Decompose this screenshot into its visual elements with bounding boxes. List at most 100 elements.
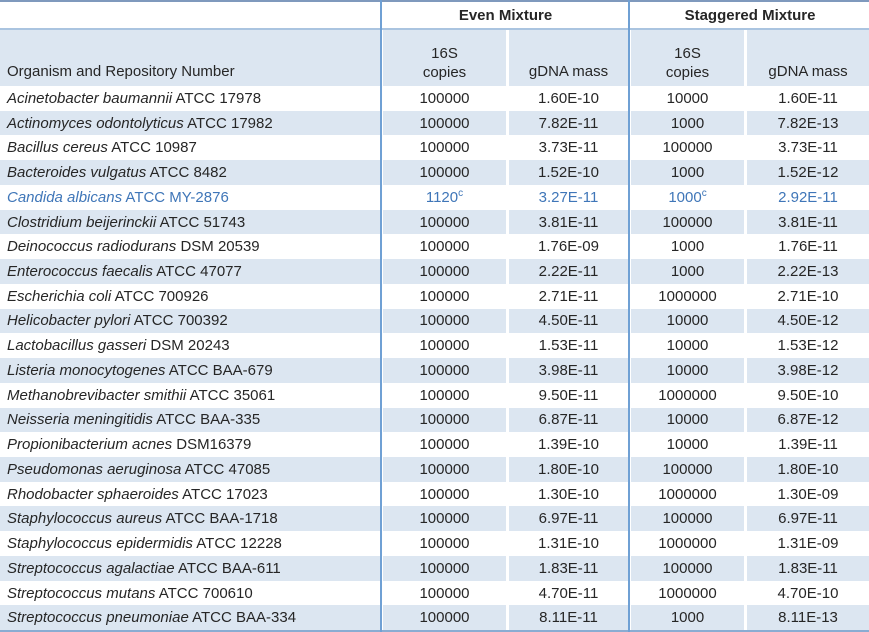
even-copies-number: 100000 [419, 114, 470, 132]
repository-number: DSM 20243 [150, 337, 230, 355]
even-gdna-mass-cell: 9.50E-11 [509, 383, 628, 408]
table-row: Rhodobacter sphaeroides ATCC 17023 10000… [0, 482, 869, 507]
even-gdna-mass-value: 4.70E-11 [538, 584, 599, 602]
even-gdna-mass-cell: 4.50E-11 [509, 308, 628, 334]
table-row: Methanobrevibacter smithii ATCC 35061 10… [0, 383, 869, 408]
organism-name: Lactobacillus gasseri [7, 337, 147, 355]
organism-cell: Rhodobacter sphaeroides ATCC 17023 [0, 482, 380, 507]
table-row: Pseudomonas aeruginosa ATCC 47085 100000… [0, 457, 869, 482]
even-16s-copies-value: 100000 [419, 387, 469, 404]
even-gdna-mass-value: 8.11E-11 [539, 609, 598, 627]
repository-number: ATCC 10987 [111, 139, 197, 157]
even-16s-copies-cell: 100000 [383, 308, 506, 334]
even-16s-copies-column-header: 16S copies [383, 30, 506, 86]
even-gdna-mass-cell: 4.70E-11 [509, 581, 628, 606]
even-gdna-mass-cell: 1.30E-10 [509, 482, 628, 507]
even-gdna-mass-cell: 1.80E-10 [509, 457, 628, 482]
organism-cell: Helicobacter pylori ATCC 700392 [0, 308, 380, 334]
organism-text: Rhodobacter sphaeroides ATCC 17023 [7, 486, 268, 503]
staggered-gdna-mass-cell: 2.22E-13 [747, 259, 869, 284]
staggered-gdna-mass-cell: 1.52E-12 [747, 160, 869, 185]
staggered-16s-copies-value: 1000 [671, 164, 704, 181]
staggered-gdna-mass-value: 3.98E-12 [777, 361, 839, 379]
even-gdna-mass-value: 1.60E-10 [538, 89, 599, 107]
staggered-gdna-mass-cell: 1.60E-11 [747, 86, 869, 111]
even-16s-copies-value: 100000 [419, 312, 469, 329]
organism-name: Rhodobacter sphaeroides [7, 485, 179, 503]
even-copies-number: 100000 [419, 584, 470, 602]
staggered-16s-copies-value: 1000c [668, 188, 706, 206]
organism-name: Clostridium beijerinckii [7, 213, 157, 231]
even-copies-number: 100000 [419, 337, 470, 355]
staggered-gdna-mass-cell: 6.87E-12 [747, 407, 869, 433]
even-16s-copies-cell: 1120c [383, 185, 506, 210]
organism-text: Neisseria meningitidis ATCC BAA-335 [7, 411, 260, 428]
even-16s-copies-value: 100000 [419, 486, 469, 503]
even-16s-copies-value: 100000 [419, 436, 469, 453]
even-gdna-mass-cell: 1.53E-11 [509, 333, 628, 358]
even-copies-number: 100000 [419, 312, 470, 330]
staggered-16s-copies-cell: 10000 [631, 86, 744, 111]
even-16s-copies-cell: 100000 [383, 555, 506, 581]
repository-number: ATCC BAA-334 [192, 609, 297, 627]
even-copies-number: 100000 [419, 485, 470, 503]
staggered-copies-number: 1000 [670, 238, 705, 256]
organism-name: Streptococcus pneumoniae [7, 609, 189, 627]
table-row: Helicobacter pylori ATCC 700392 100000 4… [0, 308, 869, 334]
repository-number: ATCC 47085 [184, 460, 271, 478]
organism-name: Streptococcus agalactiae [7, 559, 175, 577]
even-16s-copies-value: 100000 [419, 164, 469, 181]
staggered-gdna-mass-cell: 1.39E-11 [747, 432, 869, 457]
even-16s-copies-value: 100000 [419, 115, 469, 132]
even-16s-copies-cell: 100000 [383, 383, 506, 408]
even-gdna-mass-cell: 1.39E-10 [509, 432, 628, 457]
repository-number: DSM16379 [176, 436, 252, 454]
even-16s-copies-cell: 100000 [383, 333, 506, 358]
table-row: Neisseria meningitidis ATCC BAA-335 1000… [0, 407, 869, 433]
organism-name: Staphylococcus aureus [7, 510, 163, 528]
even-gdna-mass-value: 1.30E-10 [538, 485, 599, 503]
table-row: Deinococcus radiodurans DSM 20539 100000… [0, 234, 869, 259]
staggered-copies-number: 100000 [662, 213, 713, 231]
even-gdna-mass-cell: 2.71E-11 [509, 284, 628, 309]
staggered-16s-copies-cell: 1000 [631, 160, 744, 185]
even-gdna-mass-value: 1.31E-10 [538, 535, 599, 553]
table-row: Streptococcus agalactiae ATCC BAA-611 10… [0, 555, 869, 581]
staggered-copies-number: 10000 [666, 436, 709, 454]
organism-cell: Staphylococcus epidermidis ATCC 12228 [0, 531, 380, 556]
even-footnote-marker: c [458, 187, 464, 199]
even-gdna-mass-cell: 6.97E-11 [509, 506, 628, 532]
even-copies-number: 100000 [419, 238, 470, 256]
even-copies-number: 1120 [425, 188, 459, 206]
staggered-copies-number: 10000 [666, 361, 709, 379]
organism-text: Bacillus cereus ATCC 10987 [7, 139, 197, 156]
organism-cell: Actinomyces odontolyticus ATCC 17982 [0, 110, 380, 136]
staggered-16s-copies-cell: 1000c [631, 185, 744, 210]
staggered-gdna-mass-value: 9.50E-10 [777, 386, 839, 404]
repository-number: ATCC 17978 [175, 89, 262, 107]
organism-text: Actinomyces odontolyticus ATCC 17982 [7, 115, 273, 132]
even-mixture-group-header: Even Mixture [383, 2, 628, 28]
staggered-gdna-mass-cell: 1.76E-11 [747, 234, 869, 259]
repository-number: ATCC BAA-611 [177, 559, 281, 577]
staggered-16s-copies-value: 1000000 [658, 288, 716, 305]
table-row: Streptococcus pneumoniae ATCC BAA-334 10… [0, 605, 869, 631]
even-16s-copies-cell: 100000 [383, 135, 506, 160]
even-16s-copies-cell: 100000 [383, 284, 506, 309]
staggered-16s-copies-cell: 100000 [631, 457, 744, 482]
staggered-gdna-mass-value: 1.39E-11 [778, 436, 838, 454]
staggered-16s-copies-value: 100000 [662, 510, 712, 527]
staggered-16s-copies-value: 100000 [662, 461, 712, 478]
repository-number: ATCC 700926 [114, 287, 209, 305]
organism-text: Deinococcus radiodurans DSM 20539 [7, 238, 260, 255]
even-copies-number: 100000 [419, 361, 470, 379]
staggered-16s-copies-value: 1000 [671, 609, 704, 626]
organism-text: Propionibacterium acnes DSM16379 [7, 436, 251, 453]
organism-name: Enterococcus faecalis [7, 263, 153, 280]
column-header-row: Organism and Repository Number 16S copie… [0, 30, 869, 86]
even-16s-copies-value: 100000 [419, 90, 469, 107]
organism-text: Escherichia coli ATCC 700926 [7, 288, 209, 305]
organism-text: Streptococcus pneumoniae ATCC BAA-334 [7, 609, 296, 626]
staggered-gdna-mass-cell: 1.80E-10 [747, 457, 869, 482]
organism-cell: Candida albicans ATCC MY-2876 [0, 185, 380, 210]
